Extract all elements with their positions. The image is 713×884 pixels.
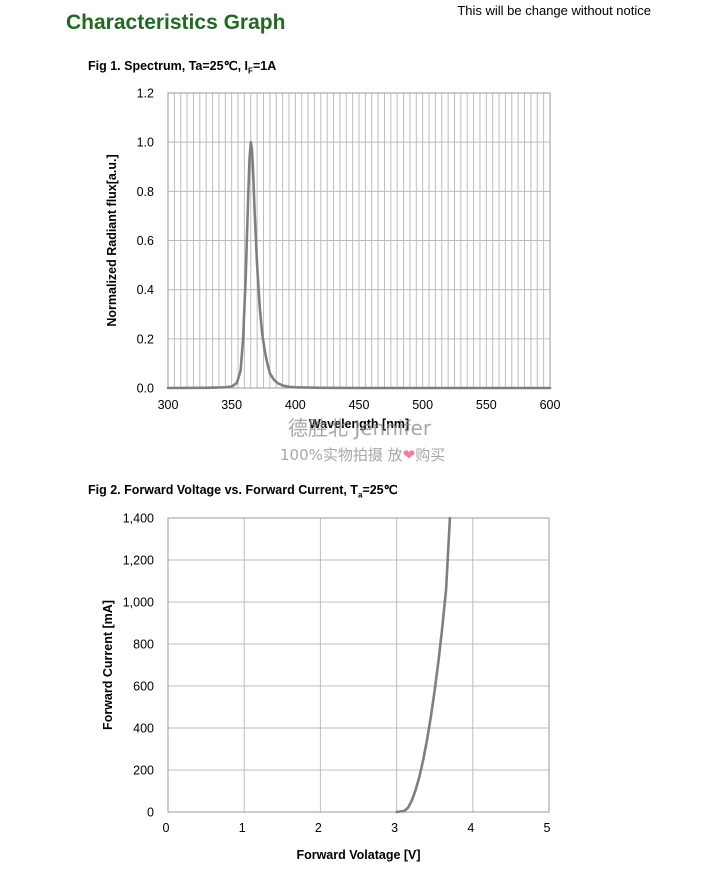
fig1-title-end: =1A bbox=[252, 59, 277, 73]
x-tick-label: 0 bbox=[163, 821, 170, 835]
x-tick-label: 500 bbox=[412, 398, 433, 412]
watermark-text-end: 购买 bbox=[415, 446, 446, 464]
y-axis-label: Normalized Radiant flux[a.u.] bbox=[105, 154, 119, 326]
y-tick-label: 0.4 bbox=[137, 283, 154, 297]
y-tick-label: 1.2 bbox=[137, 87, 154, 101]
y-tick-label: 0 bbox=[147, 806, 154, 820]
y-tick-label: 0.8 bbox=[137, 185, 154, 199]
fig2-title: Fig 2. Forward Voltage vs. Forward Curre… bbox=[88, 482, 398, 500]
y-tick-label: 800 bbox=[133, 638, 154, 652]
y-tick-label: 600 bbox=[133, 680, 154, 694]
x-tick-label: 300 bbox=[158, 398, 179, 412]
fig2-title-sub: a bbox=[357, 490, 363, 500]
notice-text: This will be change without notice bbox=[457, 3, 651, 18]
x-tick-label: 1 bbox=[239, 821, 246, 835]
x-axis-label: Forward Volatage [V] bbox=[296, 848, 420, 862]
y-tick-label: 1,000 bbox=[123, 596, 154, 610]
x-tick-label: 600 bbox=[540, 398, 561, 412]
y-tick-label: 1.0 bbox=[137, 136, 154, 150]
fig1-title: Fig 1. Spectrum, Ta=25℃, IF=1A bbox=[88, 58, 276, 76]
y-tick-label: 200 bbox=[133, 764, 154, 778]
watermark-text: 100%实物拍摄 放 bbox=[280, 446, 403, 464]
x-tick-label: 4 bbox=[467, 821, 474, 835]
x-tick-label: 3 bbox=[391, 821, 398, 835]
watermark-line1: 德胜北 Jennifer bbox=[288, 416, 432, 440]
y-tick-label: 0.0 bbox=[137, 382, 154, 396]
fig2-title-main: Fig 2. Forward Voltage vs. Forward Curre… bbox=[88, 483, 358, 497]
heart-icon: ❤ bbox=[402, 446, 416, 464]
page-title: Characteristics Graph bbox=[66, 11, 286, 34]
x-tick-label: 550 bbox=[476, 398, 497, 412]
fig2-title-end: =25℃ bbox=[362, 483, 398, 497]
y-tick-label: 0.6 bbox=[137, 234, 154, 248]
x-tick-label: 400 bbox=[285, 398, 306, 412]
y-tick-label: 1,400 bbox=[123, 512, 154, 526]
y-tick-label: 400 bbox=[133, 722, 154, 736]
series-line bbox=[166, 140, 552, 390]
y-tick-label: 1,200 bbox=[123, 554, 154, 568]
x-tick-label: 5 bbox=[544, 821, 551, 835]
y-tick-label: 0.2 bbox=[137, 332, 154, 346]
y-axis-label: Forward Current [mA] bbox=[101, 600, 115, 730]
x-tick-label: 2 bbox=[315, 821, 322, 835]
watermark-line2: 100%实物拍摄 放❤购买 bbox=[280, 444, 445, 465]
fig1-title-sub: F bbox=[248, 66, 253, 76]
chart-2: 0 1 2 3 4 5 0 200 400 600 800 1,000 1,200 1,400 Forwar… bbox=[101, 512, 551, 863]
fig1-title-main: Fig 1. Spectrum, Ta=25℃, I bbox=[88, 59, 249, 73]
x-tick-label: 450 bbox=[349, 398, 370, 412]
series-line bbox=[395, 516, 452, 814]
x-tick-label: 350 bbox=[221, 398, 242, 412]
x-axis-label: Wavelength [nm] bbox=[309, 417, 409, 431]
chart-1: 300 350 400 450 500 550 600 0.0 0.2 0.4 0.6 0.8 1.0 1… bbox=[105, 87, 560, 432]
plot-frame bbox=[167, 517, 550, 813]
